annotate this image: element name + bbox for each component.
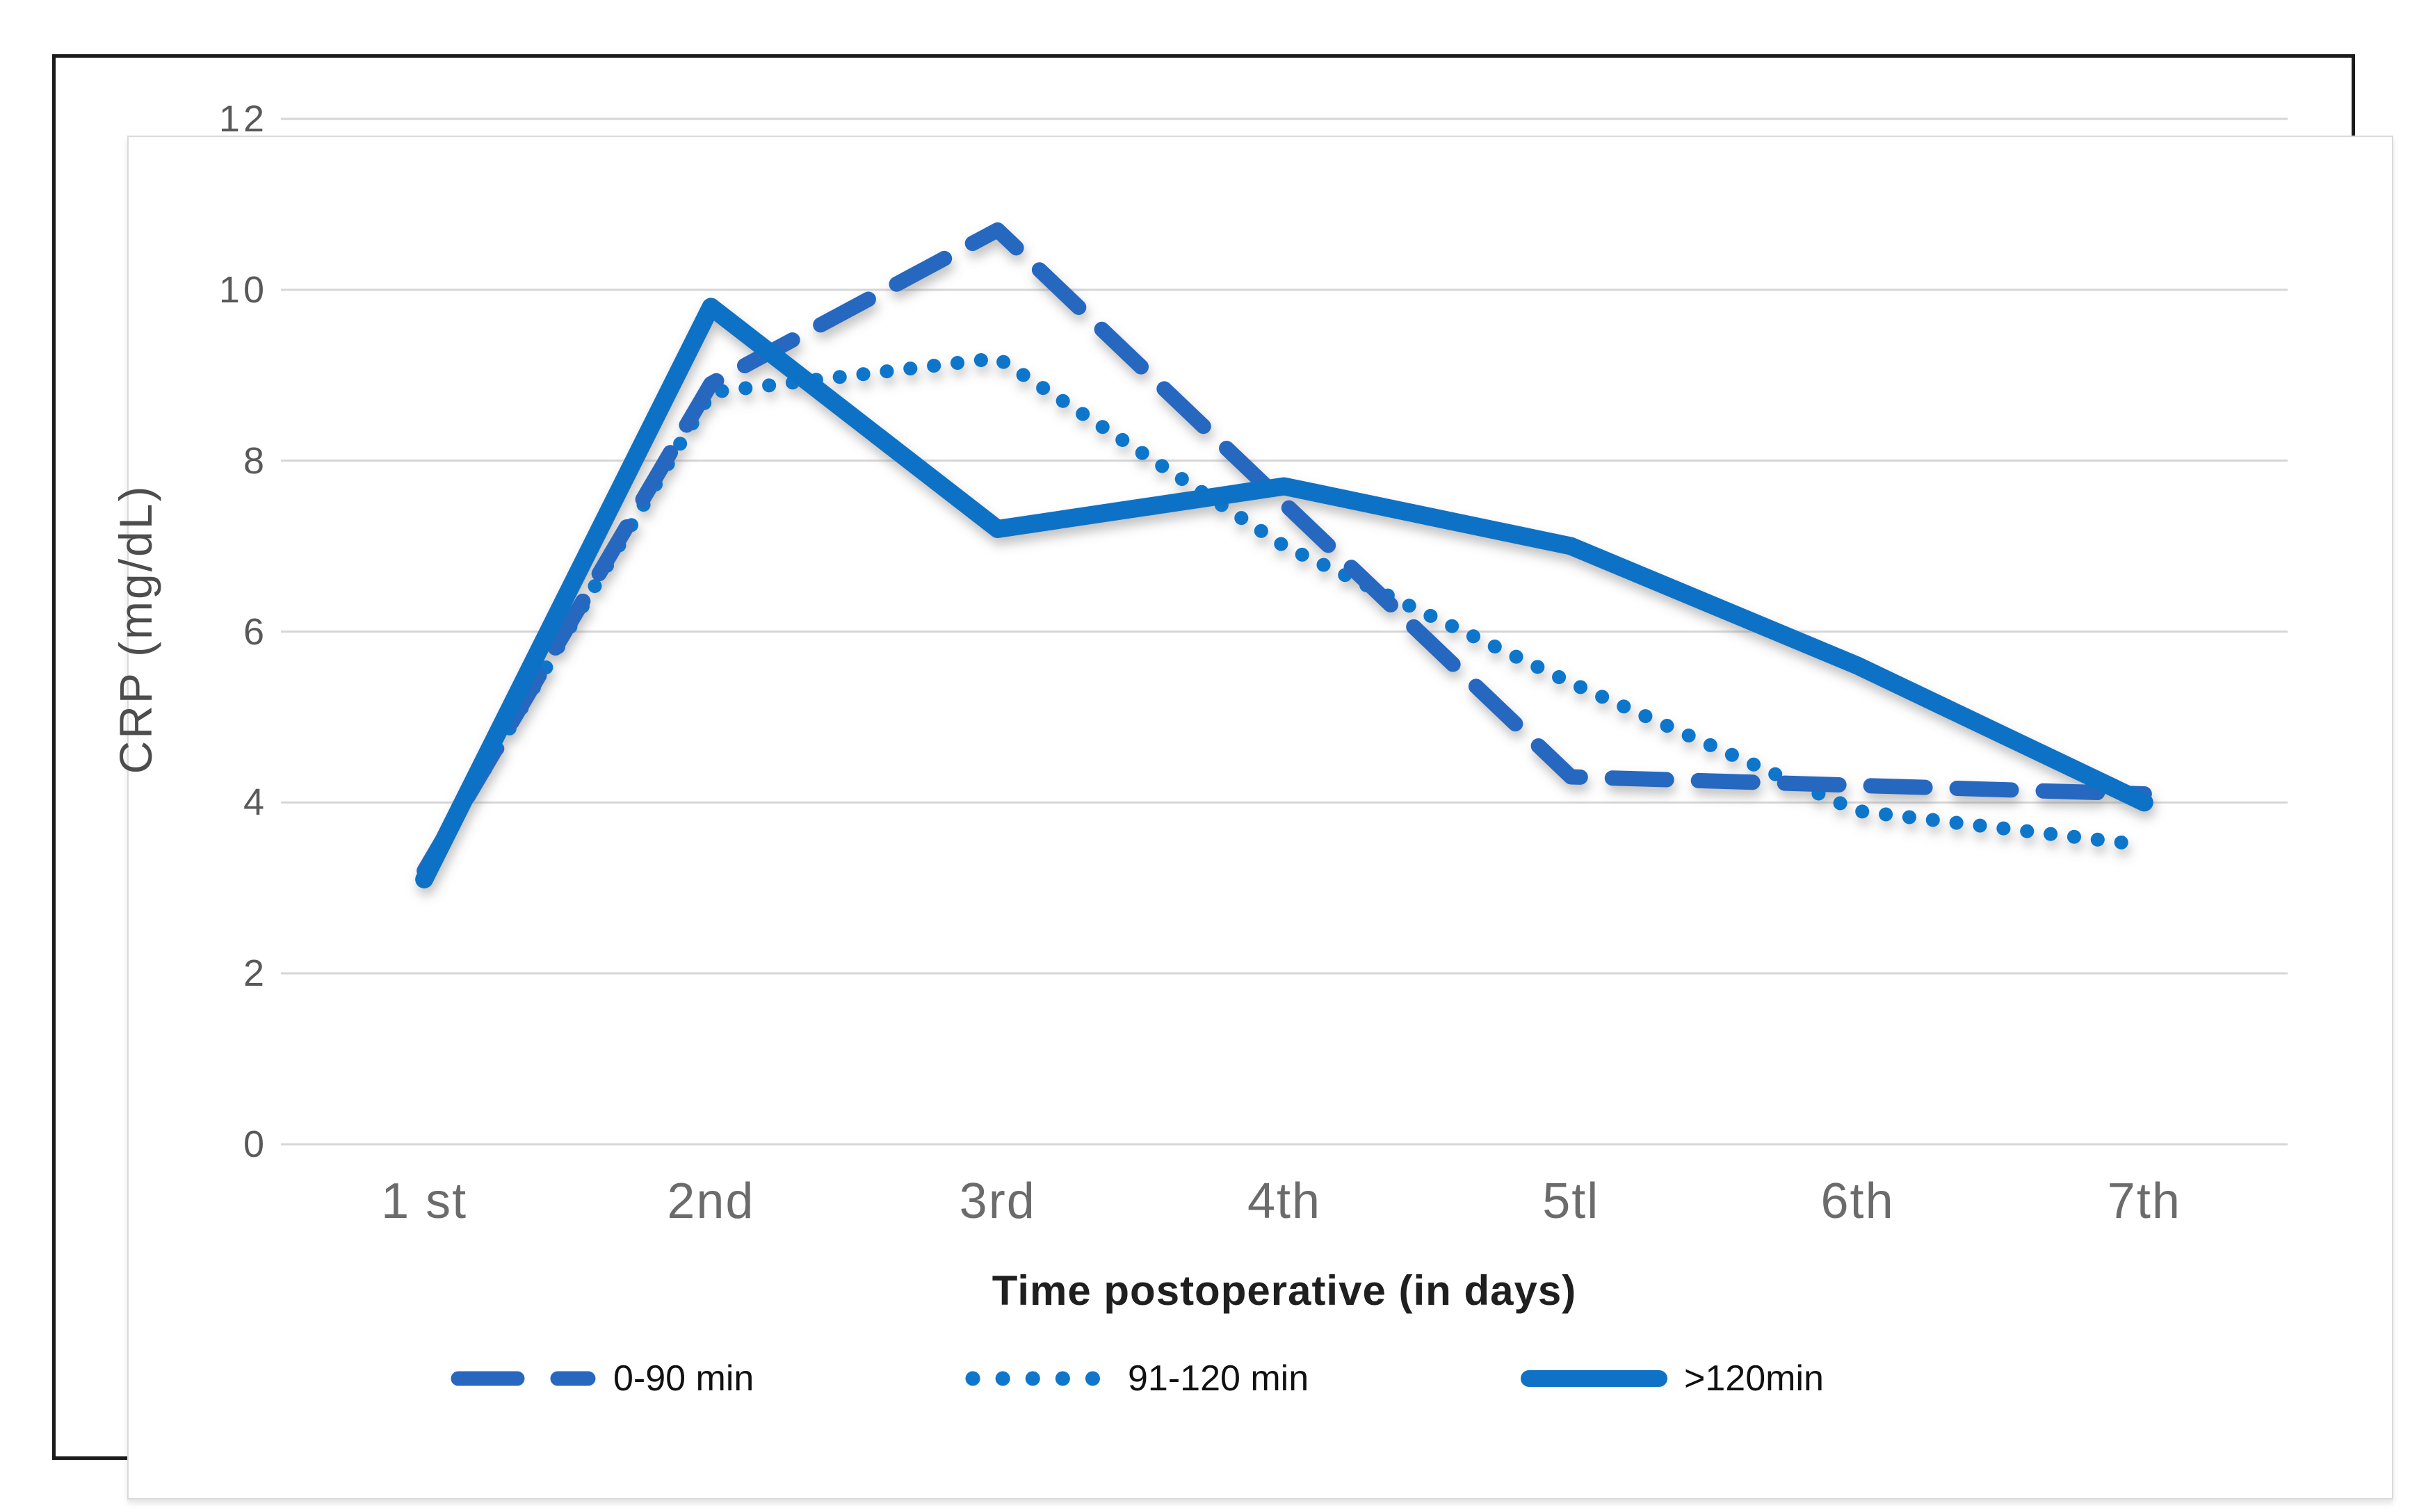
legend-item-gt-120min: >120min [1519, 1347, 1824, 1410]
legend-label: 0-90 min [613, 1358, 754, 1399]
legend-label: >120min [1684, 1358, 1824, 1399]
chart-panel [127, 136, 2393, 1499]
legend-label: 91-120 min [1128, 1358, 1309, 1399]
legend-item-91-120-min: 91-120 min [963, 1347, 1309, 1410]
figure-outer-frame [52, 54, 2393, 1499]
x-category-label-3: 3rd [959, 1173, 1036, 1229]
x-category-label-4: 4th [1247, 1173, 1322, 1229]
y-tick-label-10: 10 [218, 268, 268, 311]
y-tick-label-0: 0 [243, 1123, 268, 1165]
x-category-label-1: 1 st [381, 1173, 468, 1229]
legend-line-solid-icon [1521, 1370, 1667, 1387]
y-tick-label-8: 8 [243, 439, 268, 482]
series-line--120min [415, 298, 2153, 888]
y-tick-label-6: 6 [243, 610, 268, 653]
x-axis-title: Time postoperative (in days) [992, 1267, 1577, 1314]
y-tick-label-12: 12 [218, 98, 268, 140]
series-lines [415, 222, 2153, 888]
series-line-0-90-min [417, 222, 2152, 879]
x-category-label-6: 6th [1820, 1173, 1895, 1229]
gridlines [281, 117, 2288, 1146]
x-category-label-2: 2nd [667, 1173, 755, 1229]
y-axis-title: CRP (mg/dL) [110, 484, 161, 774]
legend-line-dashed-icon [451, 1371, 596, 1386]
x-category-label-5: 5tl [1542, 1173, 1600, 1229]
series-line-91-120-min [417, 351, 2151, 878]
legend-line-dotted-icon [965, 1371, 1110, 1386]
x-category-label-7: 7th [2107, 1173, 2181, 1229]
y-tick-label-2: 2 [243, 952, 268, 995]
y-tick-label-4: 4 [243, 781, 268, 824]
legend-item-0-90-min: 0-90 min [448, 1347, 754, 1410]
